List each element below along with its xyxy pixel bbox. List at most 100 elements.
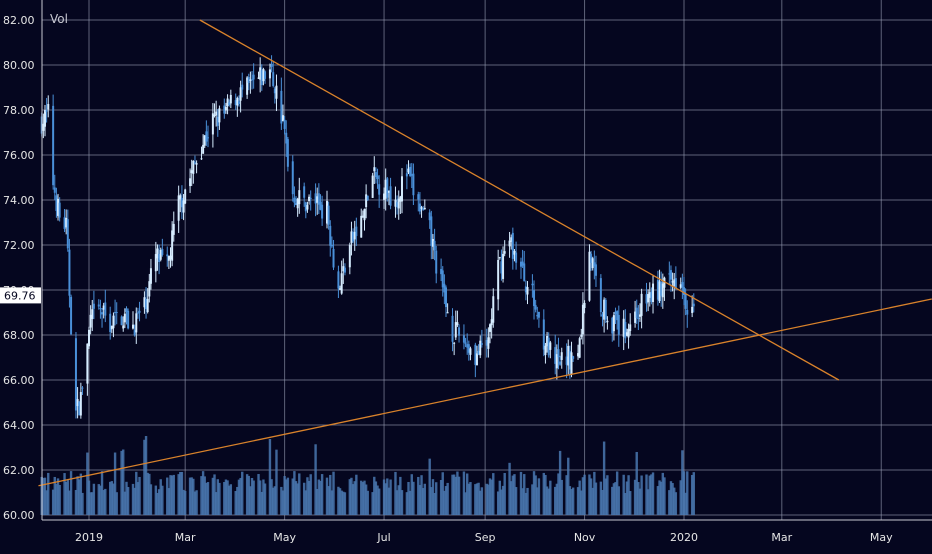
candle-body (190, 170, 193, 174)
candle-body (683, 287, 685, 295)
candle-body (132, 324, 135, 329)
volume-bar (498, 480, 501, 515)
candle-body (418, 203, 421, 212)
volume-bar (136, 482, 140, 515)
volume-bar (668, 490, 671, 515)
candle-body (376, 175, 379, 180)
trendline-support (38, 298, 932, 487)
candle-body (257, 77, 260, 79)
volume-bar (188, 477, 192, 515)
candle-body (298, 190, 301, 205)
volume-bar (64, 481, 68, 515)
volume-bar (480, 487, 484, 515)
volume-bar (382, 479, 386, 515)
volume-bar (112, 483, 115, 515)
candle-body (640, 293, 643, 316)
y-tick-label: 66.00 (3, 374, 35, 387)
volume-bar (673, 487, 676, 515)
candle-body (295, 202, 298, 206)
volume-bar (568, 486, 572, 515)
candle-body (195, 163, 198, 165)
candle-body (143, 297, 146, 308)
volume-bar (558, 450, 562, 515)
candle-body (122, 325, 125, 329)
candle-body (572, 356, 575, 359)
candle-body (316, 196, 319, 203)
candle-body (252, 74, 255, 80)
candle-body (223, 105, 226, 114)
candle-body (684, 293, 687, 309)
volume-bar (294, 481, 298, 515)
volume-bar (223, 482, 226, 515)
candle-body (606, 320, 609, 323)
candle-body (99, 308, 102, 310)
volume-bar (686, 471, 689, 515)
volume-bar (614, 482, 617, 515)
candle-body (102, 305, 105, 310)
volume-bar (384, 483, 387, 515)
volume-bar (144, 436, 148, 515)
candle-body (213, 115, 216, 117)
candle-body (211, 113, 214, 135)
volume-bar (170, 475, 174, 515)
volume-bar (591, 487, 594, 515)
candle-body (92, 303, 95, 309)
candle-body (546, 335, 549, 347)
volume-bar (545, 486, 549, 515)
volume-bar (169, 475, 172, 515)
x-tick-label: 2020 (670, 531, 698, 544)
volume-bar (443, 490, 446, 515)
volume-bar (78, 479, 81, 515)
volume-bar (159, 479, 162, 515)
candle-body (229, 94, 232, 104)
volume-bar (166, 477, 169, 515)
candle-body (466, 344, 469, 348)
volume-bar (531, 484, 534, 515)
candle-body (524, 286, 527, 293)
candle-body (394, 199, 397, 207)
y-tick-label: 74.00 (3, 194, 35, 207)
candle-body (207, 137, 209, 139)
candle-body (480, 343, 483, 345)
volume-bar (524, 492, 528, 515)
volume-bar (314, 444, 317, 515)
candle-body (405, 173, 408, 177)
volume-bar (435, 482, 438, 515)
candle-body (272, 72, 275, 87)
candle-body (145, 298, 148, 310)
candle-body (407, 168, 410, 173)
volume-bar (218, 482, 221, 515)
candle-body (634, 311, 637, 323)
candle-body (638, 314, 641, 317)
volume-bar (348, 479, 352, 515)
candle-body (112, 315, 115, 329)
volume-bar (58, 484, 61, 515)
candle-body (580, 334, 583, 337)
volume-bar (206, 482, 210, 515)
volume-bar (457, 476, 461, 515)
volume-bar (211, 477, 215, 515)
candle-body (591, 258, 594, 269)
volume-bar (578, 480, 581, 515)
volume-bar (239, 477, 242, 515)
volume-bar (327, 486, 330, 515)
volume-bar (487, 484, 490, 515)
volume-bar (554, 486, 557, 515)
candle-body (423, 207, 426, 210)
candle-body (686, 309, 689, 315)
candle-body (378, 184, 381, 195)
volume-bar (193, 491, 197, 515)
candle-body (503, 251, 506, 254)
volume-bar (646, 489, 650, 515)
candle-body (350, 231, 353, 243)
candle-body (443, 283, 446, 293)
candle-body (542, 319, 545, 350)
volume-bar (534, 475, 537, 515)
candle-body (565, 356, 568, 365)
volume-bar (108, 481, 112, 515)
volume-bar (53, 476, 56, 515)
candle-body (189, 178, 192, 187)
volume-bar (650, 474, 653, 515)
candle-body (510, 237, 513, 242)
